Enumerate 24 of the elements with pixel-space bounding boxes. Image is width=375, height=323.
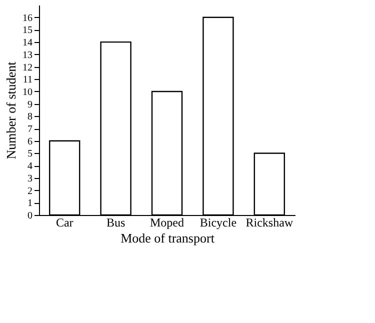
y-tick-label: 15 [22,25,32,36]
y-tick-label: 4 [28,161,32,172]
y-tick-label: 3 [28,173,32,184]
y-tick-label: 12 [22,62,32,74]
y-tick-label: 0 [28,210,32,222]
y-tick-label: 14 [22,38,32,49]
x-tick-label: Rickshaw [246,216,294,230]
y-axis-title: Number of student [4,61,18,160]
y-tick-label: 9 [28,99,32,110]
y-tick-label: 8 [28,112,32,123]
y-tick-label: 2 [28,186,32,197]
y-tick-label: 11 [22,74,32,86]
y-tick-label: 6 [28,136,32,148]
y-tick-label: 1 [28,198,32,210]
y-tick-label: 16 [22,12,32,24]
x-tick-label: Bus [106,216,126,230]
x-tick-label: Moped [150,216,184,230]
y-tick-label: 7 [28,124,32,136]
x-tick-label: Car [56,216,74,230]
x-tick-label: Bicycle [200,216,237,230]
x-axis-title: Mode of transport [120,230,215,246]
y-tick-label: 10 [22,86,32,98]
y-tick-label: 5 [28,148,32,160]
y-tick-label: 13 [22,50,32,61]
